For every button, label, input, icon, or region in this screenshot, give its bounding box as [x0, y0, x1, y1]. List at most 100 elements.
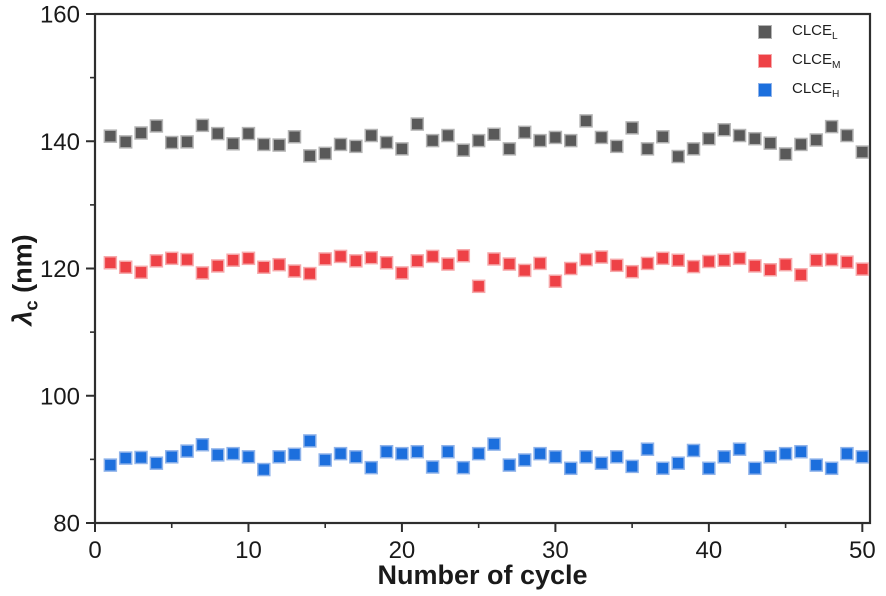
data-point-clce-m [303, 266, 317, 281]
data-point-clce-h [379, 444, 394, 459]
data-point-clce-m [164, 251, 179, 266]
data-point-clce-h [149, 456, 164, 470]
data-point-clce-m [640, 256, 655, 271]
legend: CLCEL CLCEM CLCEH [758, 19, 841, 102]
data-point-clce-h [364, 460, 378, 475]
data-point-clce-h [211, 448, 225, 462]
data-point-clce-m [533, 256, 547, 271]
data-point-clce-m [794, 268, 808, 282]
data-point-clce-m [656, 251, 670, 266]
data-point-clce-h [257, 462, 271, 477]
legend-item-l: CLCEL [758, 19, 841, 44]
data-point-clce-m [610, 258, 624, 273]
data-point-clce-m [625, 264, 639, 279]
data-point-clce-m [502, 257, 517, 271]
data-point-clce-l [287, 130, 302, 144]
data-point-clce-h [548, 450, 563, 464]
data-point-clce-l [748, 131, 762, 146]
y-axis-title-symbol: λ [7, 310, 38, 326]
y-tick-label: 100 [40, 383, 80, 410]
data-point-clce-h [778, 446, 793, 461]
y-tick-label: 160 [40, 2, 80, 29]
data-point-clce-m [272, 257, 286, 272]
data-point-clce-m [134, 265, 148, 280]
data-point-clce-h [640, 442, 655, 456]
data-point-clce-m [686, 259, 701, 274]
data-point-clce-h [287, 447, 302, 462]
x-tick-label: 20 [389, 537, 416, 564]
data-point-clce-l [180, 135, 194, 149]
data-point-clce-l [640, 142, 655, 156]
data-point-clce-m [763, 263, 777, 277]
x-tick-label: 40 [696, 537, 723, 564]
y-tick-label: 80 [53, 511, 80, 538]
data-point-clce-h [625, 459, 639, 474]
data-point-clce-l [732, 128, 747, 143]
data-point-clce-m [702, 254, 716, 269]
data-point-clce-h [118, 451, 133, 465]
data-point-clce-m [149, 254, 164, 268]
y-axis-title-subscript: c [20, 300, 42, 311]
data-point-clce-h [441, 444, 455, 459]
data-point-clce-h [425, 460, 440, 474]
data-point-clce-h [517, 453, 532, 467]
data-point-clce-m [778, 257, 793, 272]
data-point-clce-m [548, 274, 563, 288]
data-point-clce-l [333, 137, 348, 152]
data-point-clce-l [610, 139, 624, 154]
data-point-clce-l [226, 137, 240, 151]
data-point-clce-h [809, 458, 824, 472]
data-point-clce-m [441, 257, 455, 271]
data-point-clce-h [763, 450, 777, 464]
data-point-clce-h [563, 461, 578, 476]
data-point-clce-l [164, 135, 179, 150]
data-point-clce-l [303, 149, 317, 163]
data-point-clce-l [195, 118, 210, 133]
data-point-clce-h [748, 461, 762, 476]
data-point-clce-l [441, 128, 455, 143]
data-point-clce-l [410, 117, 425, 131]
data-point-clce-l [118, 135, 133, 149]
data-point-clce-l [824, 119, 839, 134]
data-point-clce-h [594, 456, 609, 470]
data-point-clce-l [579, 114, 593, 128]
data-point-clce-l [702, 131, 716, 146]
data-point-clce-h [686, 443, 701, 458]
data-point-clce-h [487, 437, 501, 451]
data-point-clce-h [164, 450, 179, 464]
data-point-clce-m [379, 256, 394, 270]
y-axis-title-unit: (nm) [7, 234, 38, 301]
data-point-clce-l [149, 119, 164, 133]
data-point-clce-m [487, 252, 501, 266]
data-point-clce-m [855, 262, 870, 276]
data-point-clce-m [349, 254, 363, 268]
data-point-clce-l [625, 121, 639, 135]
legend-swatch-icon [758, 53, 772, 68]
data-point-clce-l [794, 137, 808, 152]
data-point-clce-l [103, 129, 118, 143]
legend-label: CLCEH [792, 79, 840, 100]
data-point-clce-l [686, 142, 701, 156]
data-point-clce-h [579, 450, 593, 464]
data-point-clce-m [241, 251, 256, 266]
data-point-clce-l [656, 130, 670, 144]
data-point-clce-l [471, 133, 486, 148]
data-point-clce-h [502, 458, 517, 472]
data-point-clce-h [349, 450, 363, 464]
data-point-clce-m [732, 251, 747, 266]
data-point-clce-h [732, 442, 747, 456]
legend-label: CLCEL [792, 21, 838, 42]
data-point-clce-h [241, 450, 256, 464]
data-point-clce-h [533, 446, 547, 461]
data-point-clce-l [272, 138, 286, 152]
data-point-clce-m [211, 259, 225, 273]
data-point-clce-h [656, 461, 670, 476]
data-point-clce-l [257, 137, 271, 152]
data-point-clce-h [671, 456, 685, 470]
data-point-clce-l [671, 149, 685, 164]
data-point-clce-m [809, 253, 824, 267]
data-point-clce-m [671, 253, 685, 267]
y-tick-label: 120 [40, 256, 80, 283]
data-point-clce-m [456, 249, 471, 263]
